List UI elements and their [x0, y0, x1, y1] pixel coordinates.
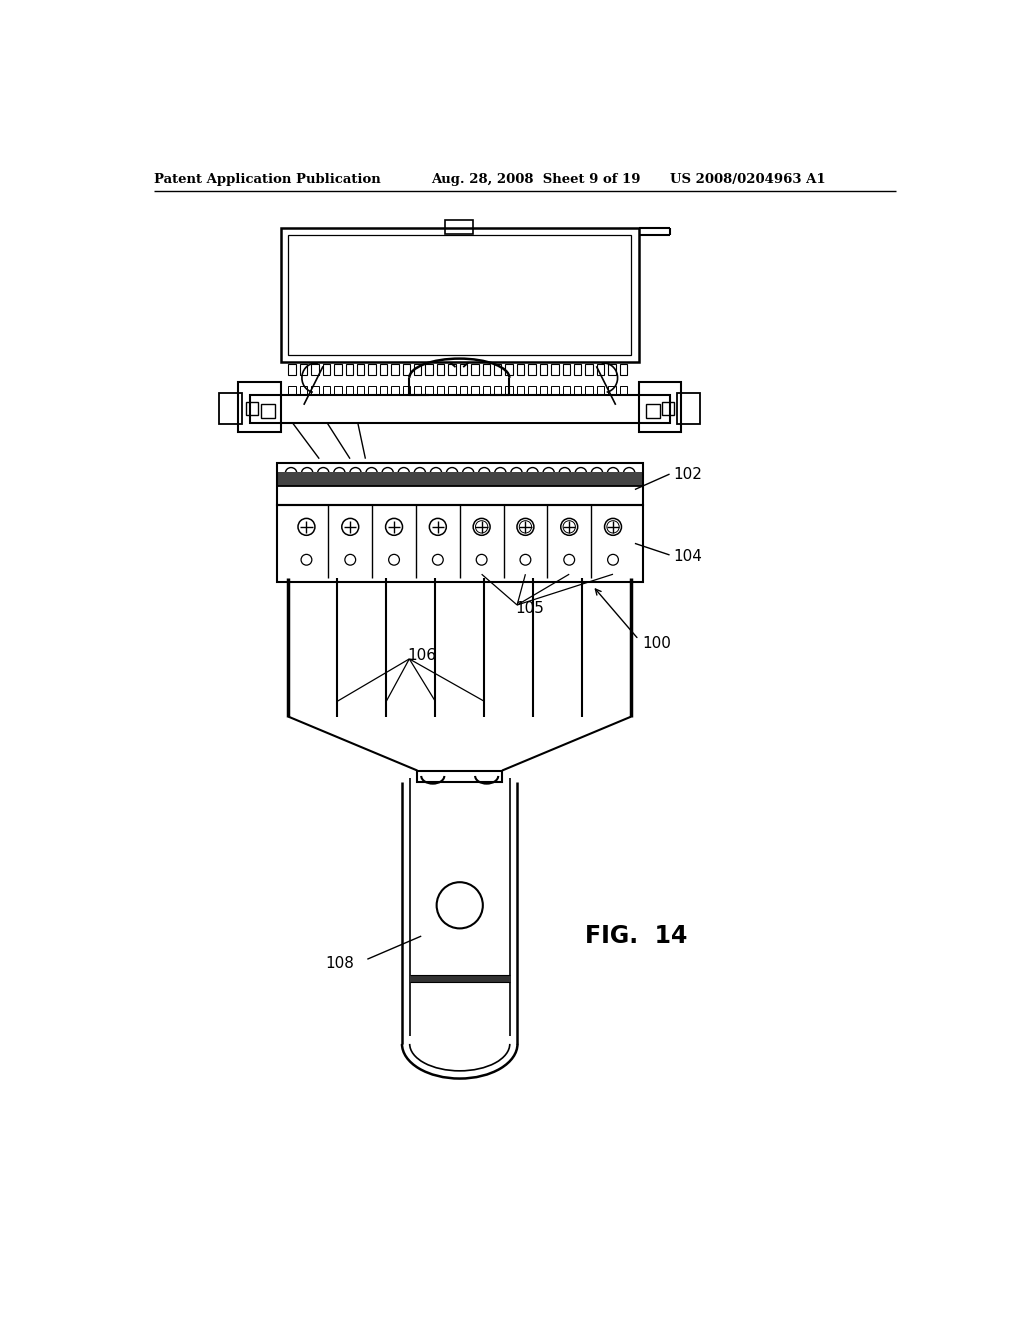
Bar [276, 471, 643, 486]
Bar [506, 364, 513, 375]
Bar [311, 364, 318, 375]
Bar [345, 385, 353, 395]
Bar [402, 385, 410, 395]
Text: 106: 106 [408, 648, 437, 663]
Bar [482, 364, 490, 375]
Bar [460, 385, 467, 395]
Bar [445, 220, 473, 234]
Bar [449, 385, 456, 395]
Bar [425, 364, 433, 375]
Bar [391, 385, 398, 395]
Bar [506, 385, 513, 395]
Bar [334, 385, 342, 395]
Bar [300, 385, 307, 395]
Text: 104: 104 [674, 549, 702, 564]
Bar [449, 364, 456, 375]
Bar [639, 381, 681, 432]
Bar [289, 235, 631, 355]
Bar [646, 404, 660, 418]
Bar [482, 385, 490, 395]
Bar [414, 385, 422, 395]
Bar [323, 385, 330, 395]
Bar [391, 364, 398, 375]
Bar [471, 385, 478, 395]
Bar [460, 364, 467, 375]
Bar [540, 364, 547, 375]
Bar [357, 385, 365, 395]
Bar [573, 385, 582, 395]
Bar [276, 462, 643, 506]
Bar [418, 771, 502, 781]
Bar [300, 364, 307, 375]
Bar [608, 364, 615, 375]
Bar [289, 364, 296, 375]
Text: 108: 108 [325, 956, 354, 970]
Bar [425, 385, 433, 395]
Bar [494, 364, 502, 375]
Bar [402, 364, 410, 375]
Text: 102: 102 [674, 466, 702, 482]
Bar [528, 385, 536, 395]
Bar [334, 364, 342, 375]
Text: 105: 105 [515, 602, 545, 616]
Bar [345, 364, 353, 375]
Bar [597, 364, 604, 375]
Bar [586, 364, 593, 375]
Bar [219, 393, 243, 424]
Bar [586, 385, 593, 395]
Bar [239, 381, 281, 432]
Bar [437, 385, 444, 395]
Bar [369, 385, 376, 395]
Bar [410, 975, 510, 982]
Bar [677, 393, 700, 424]
Bar [608, 385, 615, 395]
Bar [380, 364, 387, 375]
Bar [250, 395, 670, 422]
Bar [276, 486, 643, 506]
Bar [437, 364, 444, 375]
Bar [323, 364, 330, 375]
Text: Aug. 28, 2008  Sheet 9 of 19: Aug. 28, 2008 Sheet 9 of 19 [431, 173, 640, 186]
Bar [471, 364, 478, 375]
Bar [562, 364, 570, 375]
Bar [261, 404, 275, 418]
Bar [289, 385, 296, 395]
Bar [517, 385, 524, 395]
Bar [662, 403, 674, 414]
Bar [551, 385, 558, 395]
Bar [620, 364, 627, 375]
Bar [551, 364, 558, 375]
Text: Patent Application Publication: Patent Application Publication [154, 173, 380, 186]
Bar [620, 385, 627, 395]
Bar [562, 385, 570, 395]
Bar [380, 385, 387, 395]
Bar [414, 364, 422, 375]
Bar [528, 364, 536, 375]
Text: FIG.  14: FIG. 14 [585, 924, 687, 948]
Bar [573, 364, 582, 375]
Bar [517, 364, 524, 375]
Bar [540, 385, 547, 395]
Text: 100: 100 [643, 636, 672, 651]
Bar [281, 227, 639, 363]
Bar [311, 385, 318, 395]
Text: US 2008/0204963 A1: US 2008/0204963 A1 [670, 173, 825, 186]
Bar [597, 385, 604, 395]
Bar [246, 403, 258, 414]
Bar [369, 364, 376, 375]
Bar [494, 385, 502, 395]
Bar [357, 364, 365, 375]
Bar [276, 506, 643, 582]
